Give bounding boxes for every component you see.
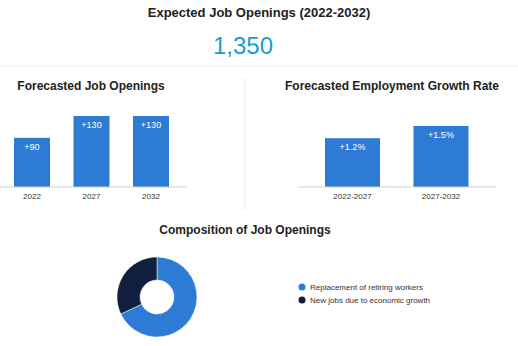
header-title: Expected Job Openings (2022-2032) [148,5,371,20]
data-label: +130 [81,120,101,130]
baseline [298,187,497,188]
chart-title: Composition of Job Openings [159,223,331,237]
slice [117,257,157,314]
bars [14,116,169,187]
bar [414,126,469,187]
bar [325,138,380,187]
x-tick-label: 2027-2032 [422,192,461,201]
data-label: +1.2% [340,142,366,152]
bar [133,116,169,187]
x-tick-label: 2022 [23,192,41,201]
legend-swatch [299,284,306,291]
legend-swatch [299,297,306,304]
bar [14,138,50,187]
chart-title: Forecasted Employment Growth Rate [285,79,499,93]
bars [325,126,469,187]
x-tick-label: 2022-2027 [333,192,372,201]
x-tick-label: 2032 [142,192,160,201]
header-value: 1,350 [213,32,273,59]
chart-title: Forecasted Job Openings [17,79,165,93]
x-tick-label: 2027 [83,192,101,201]
data-label: +130 [141,120,161,130]
baseline [0,187,187,188]
legend-label: New jobs due to economic growth [310,296,430,305]
canvas: Expected Job Openings (2022-2032) 1,350 Fo… [0,0,518,346]
divider [245,78,246,210]
data-label: +1.5% [428,130,454,140]
dashboard: Expected Job Openings (2022-2032) 1,350 Fo… [0,0,518,346]
bar [74,116,110,187]
legend-label: Replacement of retiring workers [310,283,423,292]
separator [0,66,518,67]
data-label: +90 [24,142,39,152]
